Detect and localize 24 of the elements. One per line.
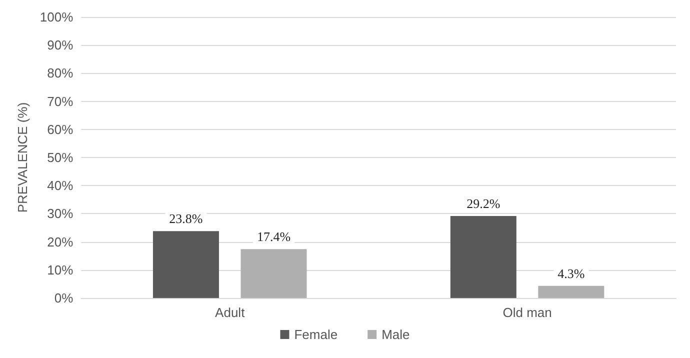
y-tick-label: 70% bbox=[47, 94, 74, 109]
bar bbox=[240, 249, 307, 298]
x-tick-label: Old man bbox=[502, 305, 552, 320]
y-tick-label: 50% bbox=[47, 150, 74, 165]
data-label: 4.3% bbox=[558, 266, 585, 281]
y-tick-label: 60% bbox=[47, 122, 74, 137]
y-axis-title: PREVALENCE (%) bbox=[15, 102, 30, 213]
y-tick-label: 30% bbox=[47, 206, 74, 222]
y-tick-label: 40% bbox=[47, 178, 74, 194]
y-tick-label: 80% bbox=[47, 66, 74, 81]
data-label: 17.4% bbox=[256, 229, 291, 244]
y-tick-label: 0% bbox=[54, 290, 74, 306]
bar bbox=[450, 216, 516, 298]
y-tick-label: 10% bbox=[47, 262, 74, 278]
y-tick-label: 100% bbox=[40, 10, 74, 24]
legend-label: Male bbox=[382, 327, 410, 342]
bar bbox=[538, 286, 604, 298]
data-label: 23.8% bbox=[169, 211, 203, 226]
legend-label: Female bbox=[294, 327, 338, 342]
x-tick-label: Adult bbox=[215, 305, 246, 320]
y-tick-label: 90% bbox=[47, 38, 74, 53]
data-label: 29.2% bbox=[466, 196, 500, 211]
y-tick-label: 20% bbox=[47, 234, 74, 250]
bar bbox=[152, 231, 219, 298]
